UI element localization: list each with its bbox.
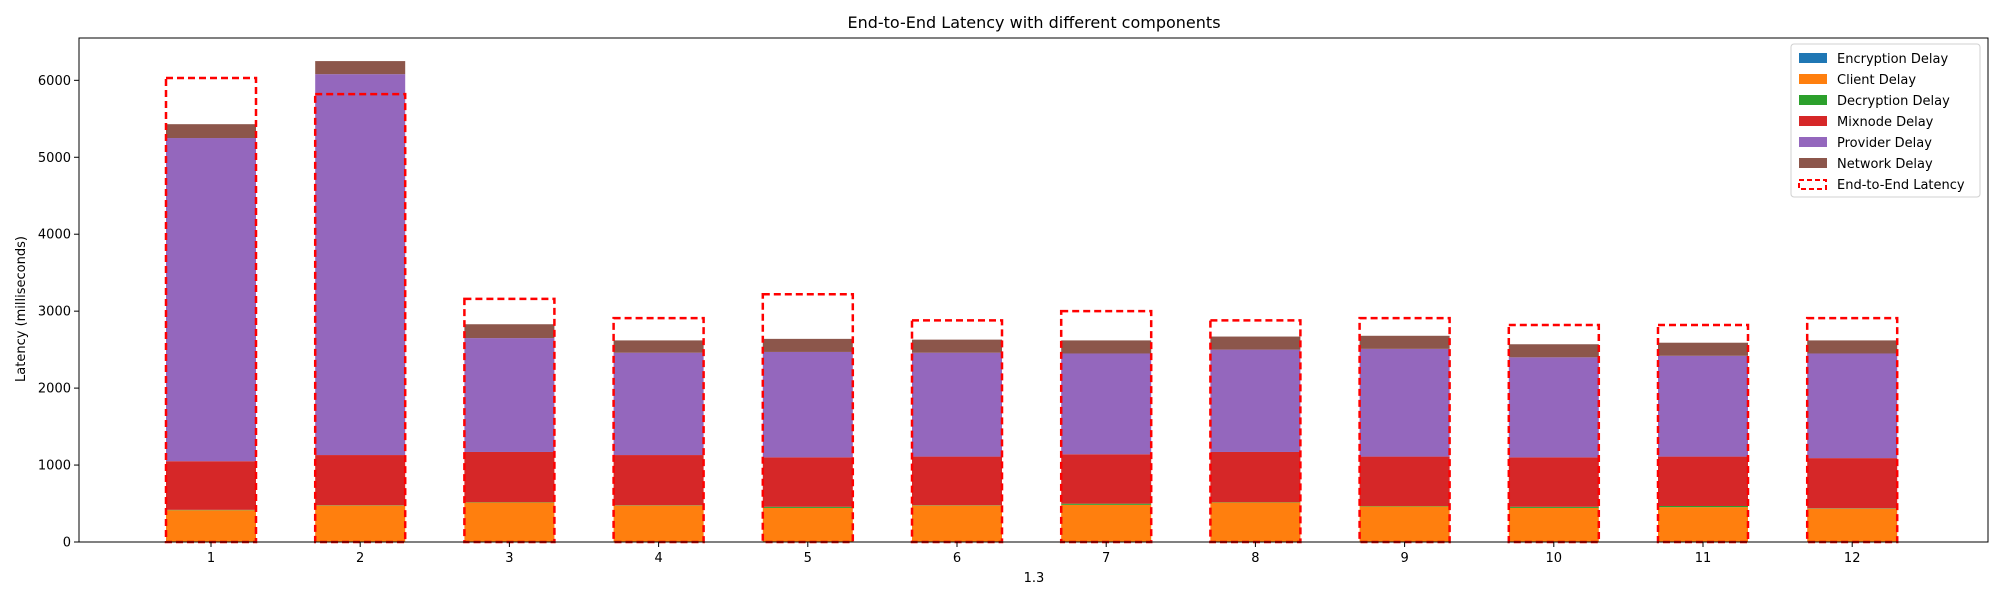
bar-segment-5-12: [1807, 353, 1898, 459]
chart-title: End-to-End Latency with different compon…: [847, 13, 1220, 32]
bar-segment-4-2: [315, 455, 406, 506]
bar-segment-5-1: [166, 138, 256, 462]
bar-segment-2-3: [464, 502, 555, 542]
legend-label: Client Delay: [1837, 73, 1916, 88]
x-tick-label: 1: [207, 551, 215, 566]
bar-segment-6-5: [762, 338, 853, 352]
bar-segment-4-3: [464, 451, 555, 503]
bar-segment-3-7: [1061, 503, 1152, 505]
y-axis-label: Latency (milliseconds): [14, 236, 29, 382]
bar-segment-2-7: [1061, 504, 1152, 542]
y-tick-label: 1000: [38, 459, 71, 474]
bar-segment-3-11: [1658, 505, 1748, 508]
legend-label: Encryption Delay: [1837, 52, 1949, 67]
legend-box: [1790, 43, 1981, 198]
legend-swatch: [1798, 179, 1827, 190]
bar-segment-5-11: [1658, 355, 1748, 457]
bar-segment-6-12: [1807, 340, 1898, 354]
bar-segment-5-8: [1210, 349, 1301, 452]
bar-segment-4-12: [1807, 458, 1898, 509]
y-tick-label: 2000: [38, 382, 71, 397]
bar-segment-2-2: [315, 505, 406, 542]
end-to-end-outline-5: [761, 292, 855, 544]
x-tick-label: 9: [1400, 551, 1408, 566]
bar-segment-4-5: [762, 457, 853, 507]
bar-segment-6-9: [1359, 335, 1450, 349]
bars-layer: [166, 61, 1898, 542]
bar-segment-6-4: [613, 340, 704, 353]
legend-label: Decryption Delay: [1837, 94, 1950, 109]
plot-frame: [78, 37, 1989, 543]
bar-segment-4-11: [1658, 456, 1748, 506]
bar-segment-4-7: [1061, 454, 1152, 504]
x-tick-label: 7: [1102, 551, 1110, 566]
bar-segment-4-8: [1210, 451, 1301, 503]
bar-segment-5-2: [315, 74, 406, 456]
bar-segment-6-2: [315, 61, 406, 75]
legend-label: Provider Delay: [1837, 136, 1932, 151]
legend-label: Network Delay: [1837, 157, 1933, 172]
legend-swatch: [1799, 137, 1827, 147]
bar-segment-5-10: [1508, 357, 1599, 458]
x-tick-label: 11: [1695, 551, 1712, 566]
end-to-end-outline-10: [1507, 323, 1601, 544]
bar-segment-6-3: [464, 324, 555, 339]
bar-segment-5-7: [1061, 353, 1152, 455]
bar-segment-2-6: [912, 505, 1002, 542]
x-tick-label: 6: [953, 551, 961, 566]
bar-segment-4-1: [166, 461, 256, 510]
bar-segment-6-10: [1508, 344, 1599, 358]
bar-segment-5-6: [912, 352, 1002, 457]
bar-segment-4-6: [912, 456, 1002, 506]
x-tick-label: 4: [654, 551, 662, 566]
end-to-end-outline-2: [313, 92, 407, 544]
x-tick-label: 2: [356, 551, 364, 566]
bar-segment-2-5: [762, 507, 853, 542]
bar-segment-2-4: [613, 505, 704, 542]
y-tick-label: 5000: [38, 151, 71, 166]
x-tick-label: 3: [505, 551, 513, 566]
x-tick-label: 12: [1844, 551, 1861, 566]
bar-segment-5-5: [762, 351, 853, 458]
bar-segment-4-10: [1508, 457, 1599, 507]
x-tick-label: 10: [1546, 551, 1563, 566]
bar-segment-5-3: [464, 338, 555, 452]
bar-segment-5-4: [613, 352, 704, 456]
bar-segment-4-4: [613, 455, 704, 506]
bar-segment-3-10: [1508, 506, 1599, 508]
bar-segment-2-9: [1359, 506, 1450, 542]
bar-segment-6-7: [1061, 340, 1152, 354]
bar-segment-2-10: [1508, 507, 1599, 542]
legend-label: End-to-End Latency: [1837, 178, 1965, 193]
y-tick-label: 4000: [38, 228, 71, 243]
x-tick-label: 8: [1251, 551, 1259, 566]
bar-segment-6-11: [1658, 342, 1748, 356]
bar-segment-6-1: [166, 124, 256, 139]
bar-segment-4-9: [1359, 456, 1450, 506]
legend: Encryption Delay Client Delay Decryption D…: [1790, 43, 1981, 198]
bar-segment-6-8: [1210, 336, 1301, 350]
legend-swatch: [1799, 95, 1827, 105]
end-to-end-outline-11: [1656, 323, 1750, 544]
y-tick-label: 6000: [38, 74, 71, 89]
legend-swatch: [1799, 116, 1827, 126]
y-tick-label: 3000: [38, 305, 71, 320]
legend-swatch: [1799, 74, 1827, 84]
legend-label: Mixnode Delay: [1837, 115, 1934, 130]
bar-segment-2-11: [1658, 507, 1748, 542]
x-tick-label: 5: [804, 551, 812, 566]
bar-segment-3-5: [762, 506, 853, 508]
legend-swatch: [1799, 158, 1827, 168]
y-tick-label: 0: [63, 536, 71, 551]
legend-swatch: [1799, 53, 1827, 63]
bar-segment-2-1: [166, 510, 256, 542]
bar-segment-2-12: [1807, 508, 1898, 542]
bar-segment-5-9: [1359, 348, 1450, 457]
x-axis-label: 1.3: [1024, 571, 1045, 586]
end-to-end-layer: [164, 76, 1899, 544]
bar-segment-6-6: [912, 339, 1002, 353]
bar-segment-2-8: [1210, 502, 1301, 542]
